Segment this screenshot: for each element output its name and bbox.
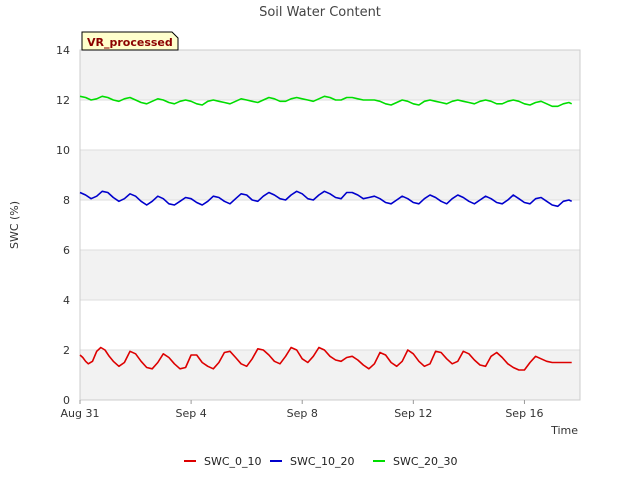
x-tick-label: Aug 31 <box>61 407 100 420</box>
plot-frame <box>79 49 581 401</box>
y-tick-label: 6 <box>63 244 70 257</box>
legend-item: SWC_10_20 <box>270 455 355 468</box>
x-axis-ticks: Aug 31 Sep 4 Sep 8 Sep 12 Sep 16 <box>61 400 544 420</box>
legend-label: SWC_10_20 <box>290 455 355 468</box>
y-tick-label: 12 <box>56 94 70 107</box>
grid-band <box>80 350 580 400</box>
legend-item: SWC_0_10 <box>184 455 262 468</box>
chart-title: Soil Water Content <box>259 5 381 20</box>
y-tick-label: 4 <box>63 294 70 307</box>
y-tick-label: 2 <box>63 344 70 357</box>
y-tick-label: 14 <box>56 44 70 57</box>
y-axis-ticks: 0 2 4 6 8 10 12 14 <box>56 44 70 407</box>
grid-band <box>80 50 580 100</box>
badge-text: VR_processed <box>87 36 173 49</box>
legend-label: SWC_0_10 <box>204 455 262 468</box>
grid-band <box>80 300 580 350</box>
x-tick-label: Sep 8 <box>287 407 318 420</box>
badge-box <box>81 31 179 51</box>
y-tick-label: 10 <box>56 144 70 157</box>
y-axis-label: SWC (%) <box>8 201 21 249</box>
series-line-swc-0-10 <box>79 346 572 371</box>
series-line-swc-10-20 <box>79 190 573 208</box>
series-lines <box>79 95 573 371</box>
x-tick-label: Sep 12 <box>394 407 432 420</box>
legend: SWC_0_10 SWC_10_20 SWC_20_30 <box>184 455 458 468</box>
series-line-swc-20-30 <box>79 95 573 108</box>
vr-processed-badge: VR_processed <box>81 31 179 51</box>
legend-label: SWC_20_30 <box>393 455 458 468</box>
x-tick-label: Sep 16 <box>505 407 543 420</box>
grid-band <box>80 200 580 250</box>
grid-band <box>80 250 580 300</box>
y-tick-label: 0 <box>63 394 70 407</box>
grid-band <box>80 150 580 200</box>
legend-item: SWC_20_30 <box>373 455 458 468</box>
x-axis-label: Time <box>550 424 578 437</box>
grid-bands <box>80 49 580 401</box>
y-tick-label: 8 <box>63 194 70 207</box>
grid-band <box>80 100 580 150</box>
x-tick-label: Sep 4 <box>175 407 206 420</box>
